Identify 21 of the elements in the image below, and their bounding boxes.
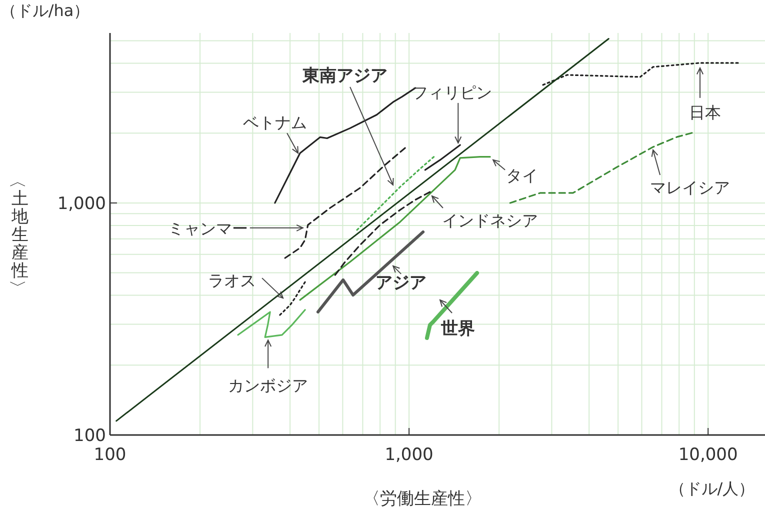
text: （ドル/ha） xyxy=(0,1,90,20)
text: ラオス xyxy=(208,271,256,290)
text: 東南アジア xyxy=(302,66,388,86)
x-axis-title: 〈労働生産性〉 xyxy=(363,489,482,509)
x-tick-label: 1,000 xyxy=(384,445,434,465)
series-label: アジア xyxy=(376,272,427,293)
series-label: ベトナム xyxy=(243,113,308,132)
text: カンボジア xyxy=(228,376,308,396)
line-series xyxy=(279,281,306,316)
series-label: インドネシア xyxy=(442,210,538,230)
x-tick-label: 100 xyxy=(94,445,126,465)
text: 日本 xyxy=(689,102,722,122)
series-label: 世界 xyxy=(440,319,476,340)
y-axis-title: 〈土地生産性〉 xyxy=(6,172,28,296)
x-tick-label: 10,000 xyxy=(678,445,738,465)
text: ミャンマー xyxy=(168,218,248,238)
text: フィリピン xyxy=(412,82,492,102)
series-label: タイ xyxy=(506,166,538,185)
series-label: マレイシア xyxy=(650,178,730,197)
line-series xyxy=(424,271,480,340)
text: （ドル/人） xyxy=(669,479,755,498)
